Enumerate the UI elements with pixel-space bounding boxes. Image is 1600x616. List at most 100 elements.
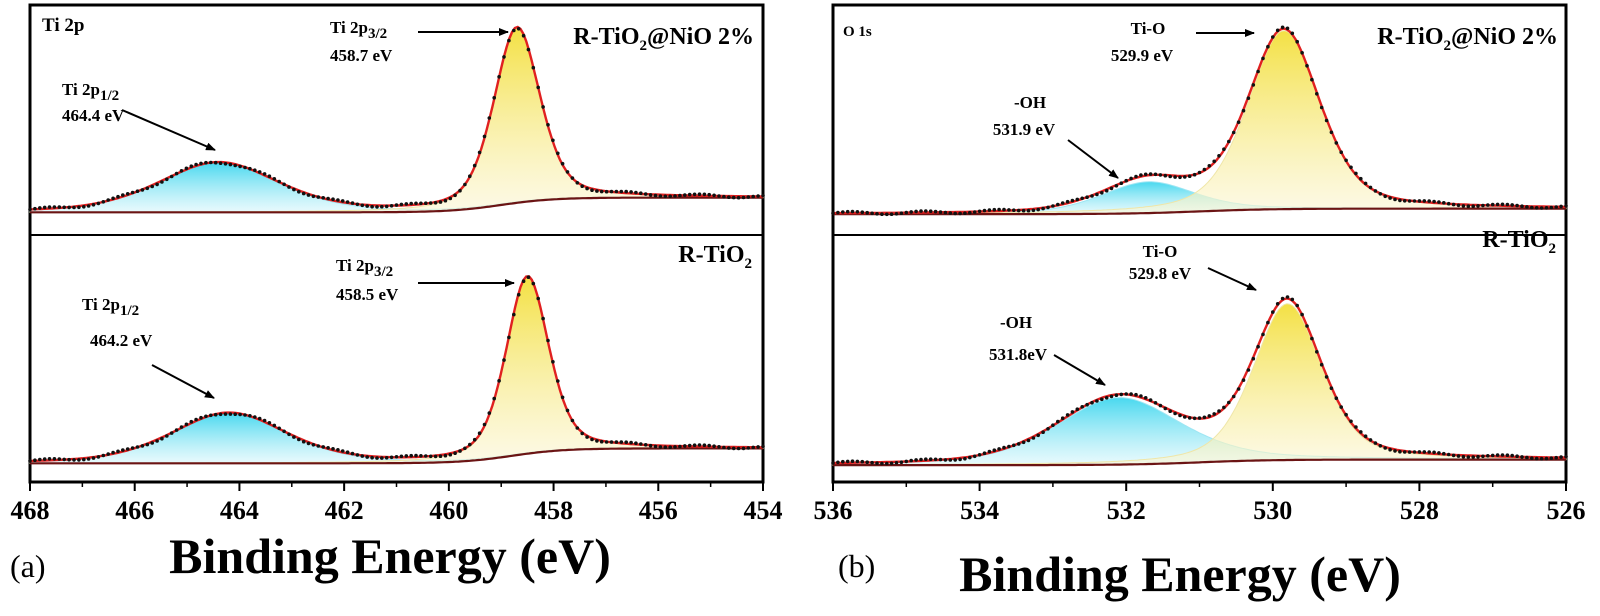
data-point bbox=[267, 174, 272, 178]
data-point bbox=[663, 445, 668, 450]
data-point bbox=[1393, 449, 1397, 453]
data-point bbox=[643, 443, 648, 447]
data-point bbox=[919, 209, 923, 213]
data-point bbox=[585, 186, 589, 191]
data-point bbox=[565, 408, 570, 413]
data-point bbox=[77, 205, 81, 210]
data-point bbox=[438, 200, 443, 204]
data-point bbox=[1324, 118, 1329, 123]
peak-fill-yellow bbox=[832, 30, 1567, 215]
data-point bbox=[1104, 396, 1109, 400]
data-point bbox=[125, 192, 130, 196]
data-point bbox=[155, 182, 159, 187]
data-point bbox=[1109, 394, 1114, 399]
data-point bbox=[595, 189, 599, 193]
data-point bbox=[1100, 191, 1104, 195]
data-point bbox=[1002, 207, 1006, 212]
data-point bbox=[1026, 208, 1031, 213]
data-point bbox=[1246, 368, 1251, 372]
data-point bbox=[880, 212, 884, 216]
data-point bbox=[282, 429, 286, 434]
data-point bbox=[977, 209, 982, 214]
data-point bbox=[492, 396, 497, 401]
data-point bbox=[1422, 450, 1427, 454]
data-point bbox=[428, 454, 433, 459]
data-point bbox=[1173, 411, 1177, 416]
data-point bbox=[1085, 195, 1089, 199]
data-point bbox=[536, 85, 540, 90]
data-point bbox=[889, 212, 894, 216]
data-point bbox=[116, 449, 120, 454]
data-point bbox=[1344, 412, 1348, 417]
data-point bbox=[702, 192, 707, 197]
data-point bbox=[179, 425, 184, 429]
data-point bbox=[52, 205, 57, 209]
data-point bbox=[272, 177, 277, 181]
data-point bbox=[1222, 147, 1226, 151]
data-point bbox=[1217, 409, 1221, 413]
data-point bbox=[987, 208, 992, 212]
data-point bbox=[1060, 201, 1065, 205]
data-point bbox=[1456, 454, 1461, 458]
data-point bbox=[982, 208, 987, 213]
data-point bbox=[1070, 410, 1075, 414]
data-point bbox=[531, 281, 536, 286]
data-point bbox=[722, 445, 726, 450]
data-point bbox=[1051, 204, 1055, 208]
data-point bbox=[1442, 201, 1446, 205]
peak-fill-yellow bbox=[29, 276, 764, 464]
data-point bbox=[1163, 406, 1168, 411]
data-point bbox=[855, 210, 860, 214]
data-point bbox=[238, 164, 242, 169]
data-point bbox=[47, 205, 52, 209]
x-tick-label: 468 bbox=[11, 496, 50, 525]
data-point bbox=[140, 188, 145, 192]
data-point bbox=[924, 209, 928, 213]
data-point bbox=[106, 198, 110, 202]
data-point bbox=[1227, 139, 1231, 144]
data-point bbox=[1564, 204, 1568, 208]
data-point bbox=[28, 207, 32, 212]
data-point bbox=[914, 458, 918, 462]
data-point bbox=[751, 445, 755, 450]
data-point bbox=[140, 444, 145, 448]
x-tick-label: 526 bbox=[1547, 496, 1586, 525]
data-point bbox=[1109, 186, 1114, 191]
data-point bbox=[575, 181, 580, 185]
x-tick-label: 454 bbox=[744, 496, 783, 525]
data-point bbox=[1388, 196, 1392, 200]
data-point bbox=[678, 193, 682, 198]
data-point bbox=[1486, 203, 1490, 207]
data-point bbox=[1481, 454, 1485, 459]
data-point bbox=[1544, 206, 1549, 210]
data-point bbox=[531, 65, 536, 70]
data-point bbox=[1432, 199, 1436, 204]
data-point bbox=[253, 415, 257, 419]
data-point bbox=[1075, 197, 1080, 202]
data-point bbox=[541, 105, 545, 109]
data-point bbox=[850, 209, 855, 214]
data-point bbox=[301, 439, 306, 444]
data-point bbox=[1530, 456, 1534, 461]
anno-b-bot-tio-name: Ti-O bbox=[1143, 242, 1178, 261]
data-point bbox=[121, 448, 125, 452]
data-point bbox=[1021, 440, 1026, 445]
data-point bbox=[1378, 444, 1383, 448]
anno-b-top-oh-name: -OH bbox=[1014, 93, 1046, 112]
data-point bbox=[1451, 453, 1456, 458]
data-point bbox=[865, 210, 869, 215]
data-point bbox=[928, 209, 933, 213]
data-point bbox=[1402, 450, 1407, 454]
data-point bbox=[595, 439, 599, 443]
data-point bbox=[658, 194, 663, 198]
data-point bbox=[1016, 208, 1021, 213]
data-point bbox=[1212, 412, 1216, 416]
data-point bbox=[1520, 455, 1524, 459]
data-point bbox=[1256, 69, 1260, 74]
data-point bbox=[1100, 397, 1104, 402]
x-tick-label: 528 bbox=[1400, 496, 1439, 525]
data-point bbox=[741, 446, 746, 451]
data-point bbox=[111, 196, 115, 201]
data-point bbox=[673, 194, 677, 198]
data-point bbox=[150, 184, 154, 189]
